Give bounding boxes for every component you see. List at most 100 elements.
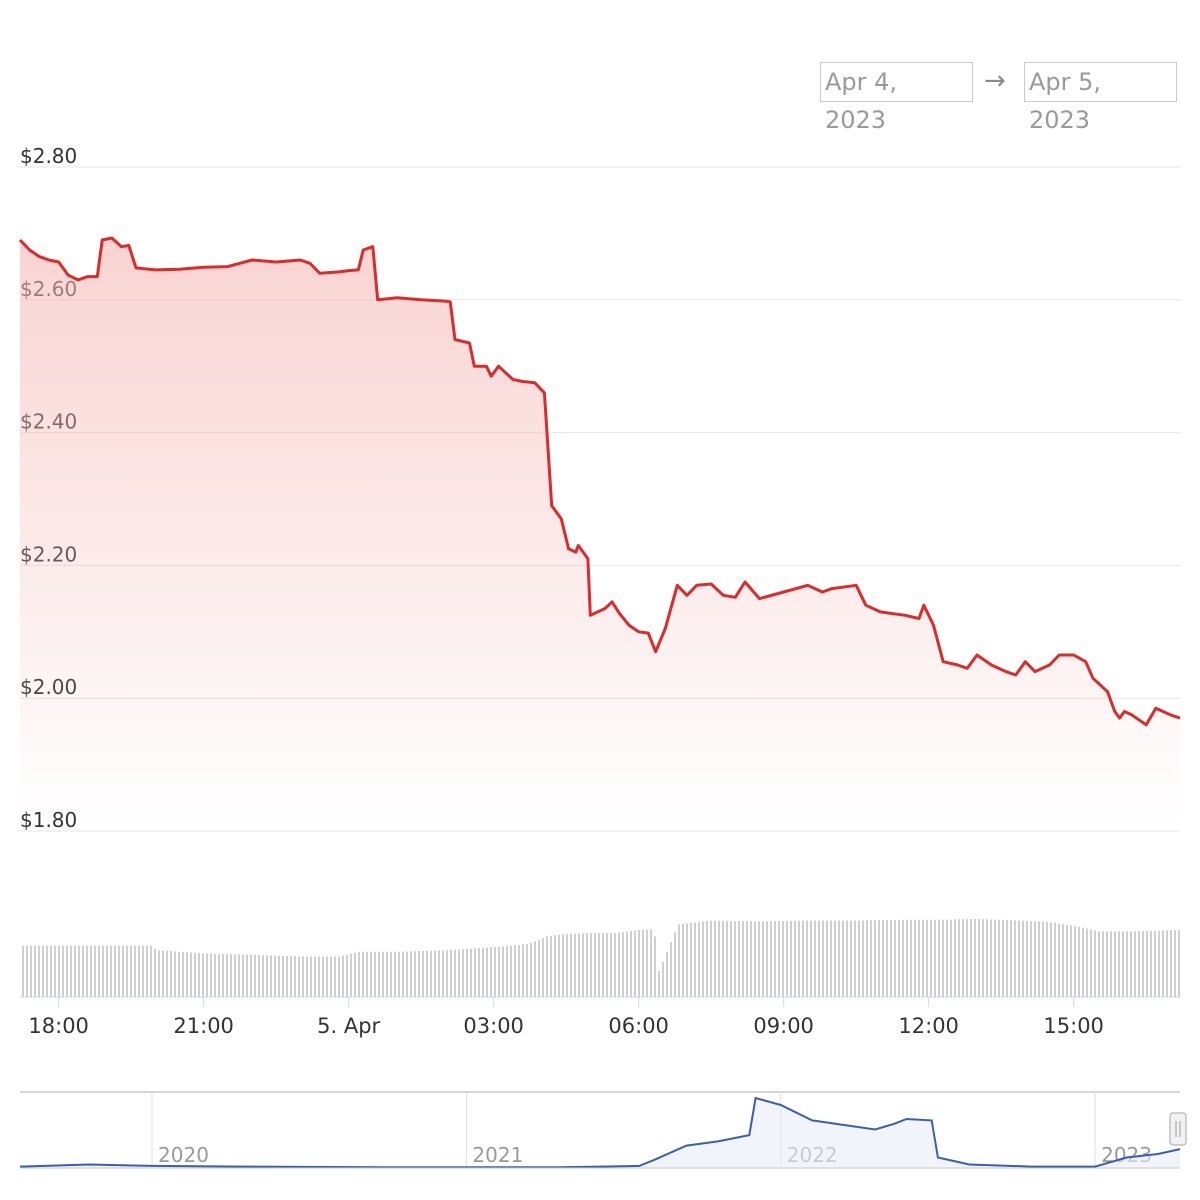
volume-bar (666, 951, 668, 997)
volume-bar (822, 920, 824, 997)
volume-bar (278, 955, 280, 997)
volume-bar (742, 921, 744, 997)
volume-bar (134, 945, 136, 997)
volume-bar (82, 945, 84, 997)
navigator-handle[interactable] (1169, 1112, 1187, 1146)
volume-bar (806, 920, 808, 997)
volume-bar (506, 945, 508, 997)
volume-bar (342, 955, 344, 997)
volume-bar (90, 945, 92, 997)
volume-bar (874, 920, 876, 997)
volume-bar (566, 933, 568, 997)
volume-bar (454, 949, 456, 997)
volume-bar (42, 945, 44, 997)
volume-bar (470, 948, 472, 997)
volume-bar (182, 951, 184, 997)
volume-bar (390, 951, 392, 997)
volume-bar (338, 956, 340, 997)
volume-bar (618, 932, 620, 997)
volume-bar (918, 919, 920, 997)
volume-bar (34, 945, 36, 997)
volume-bar (378, 951, 380, 997)
volume-bar (22, 945, 24, 997)
volume-bar (1046, 921, 1048, 997)
volume-bar (478, 948, 480, 997)
volume-bar (1026, 920, 1028, 997)
volume-bar (194, 952, 196, 997)
volume-bar (102, 945, 104, 997)
volume-bar (118, 945, 120, 997)
volume-bar (274, 955, 276, 997)
volume-bar (658, 971, 660, 997)
volume-bar (86, 945, 88, 997)
volume-bar (594, 933, 596, 997)
navigator-year-label: 2021 (472, 1143, 523, 1167)
volume-bar (406, 951, 408, 997)
volume-bar (758, 921, 760, 997)
range-from-input[interactable]: Apr 4, 2023 (820, 62, 973, 134)
volume-bar (362, 951, 364, 997)
volume-bar (230, 954, 232, 997)
volume-bar (30, 945, 32, 997)
volume-bar (1178, 929, 1180, 997)
volume-bar (906, 919, 908, 997)
volume-bar (554, 935, 556, 997)
volume-bar (426, 950, 428, 997)
volume-bar (1126, 931, 1128, 997)
volume-bar (702, 921, 704, 997)
volume-bar (1174, 930, 1176, 997)
volume-bar (142, 945, 144, 997)
volume-bar (206, 953, 208, 997)
volume-bar (894, 919, 896, 997)
volume-bar (1166, 930, 1168, 997)
volume-bar (718, 920, 720, 997)
volume-bar (170, 951, 172, 997)
volume-bar (1014, 920, 1016, 997)
volume-bar (978, 919, 980, 997)
volume-bar (714, 920, 716, 997)
volume-bar (150, 945, 152, 997)
volume-bar (1062, 924, 1064, 997)
volume-bar (970, 919, 972, 997)
volume-bar (950, 919, 952, 997)
volume-bar (462, 949, 464, 997)
volume-bar (654, 936, 656, 997)
volume-bars (22, 919, 1180, 997)
volume-bar (974, 919, 976, 997)
volume-bar (1054, 922, 1056, 997)
volume-bar (46, 945, 48, 997)
range-arrow-icon: → (984, 66, 1006, 96)
volume-bar (862, 920, 864, 997)
volume-bar (398, 951, 400, 997)
volume-bar (782, 920, 784, 997)
volume-bar (450, 949, 452, 997)
range-to-input[interactable]: Apr 5, 2023 (1024, 62, 1177, 134)
volume-bar (290, 956, 292, 997)
volume-bar (902, 919, 904, 997)
volume-bar (582, 933, 584, 997)
volume-bar (410, 951, 412, 997)
volume-bar (546, 936, 548, 997)
volume-bar (1154, 930, 1156, 997)
volume-bar (130, 945, 132, 997)
navigator-bg[interactable] (20, 1092, 1180, 1168)
volume-bar (262, 955, 264, 997)
volume-bar (110, 945, 112, 997)
volume-bar (458, 949, 460, 997)
volume-bar (510, 945, 512, 997)
volume-bar (958, 919, 960, 997)
volume-bar (158, 950, 160, 997)
volume-bar (690, 922, 692, 997)
volume-bar (58, 945, 60, 997)
volume-bar (794, 920, 796, 997)
volume-bar (106, 945, 108, 997)
volume-bar (482, 947, 484, 997)
volume-bar (494, 947, 496, 997)
navigator-area (20, 1098, 1180, 1168)
volume-bar (1086, 928, 1088, 997)
volume-bar (1074, 926, 1076, 997)
volume-bar (838, 920, 840, 997)
volume-bar (238, 954, 240, 997)
volume-bar (710, 920, 712, 997)
volume-bar (1110, 931, 1112, 997)
